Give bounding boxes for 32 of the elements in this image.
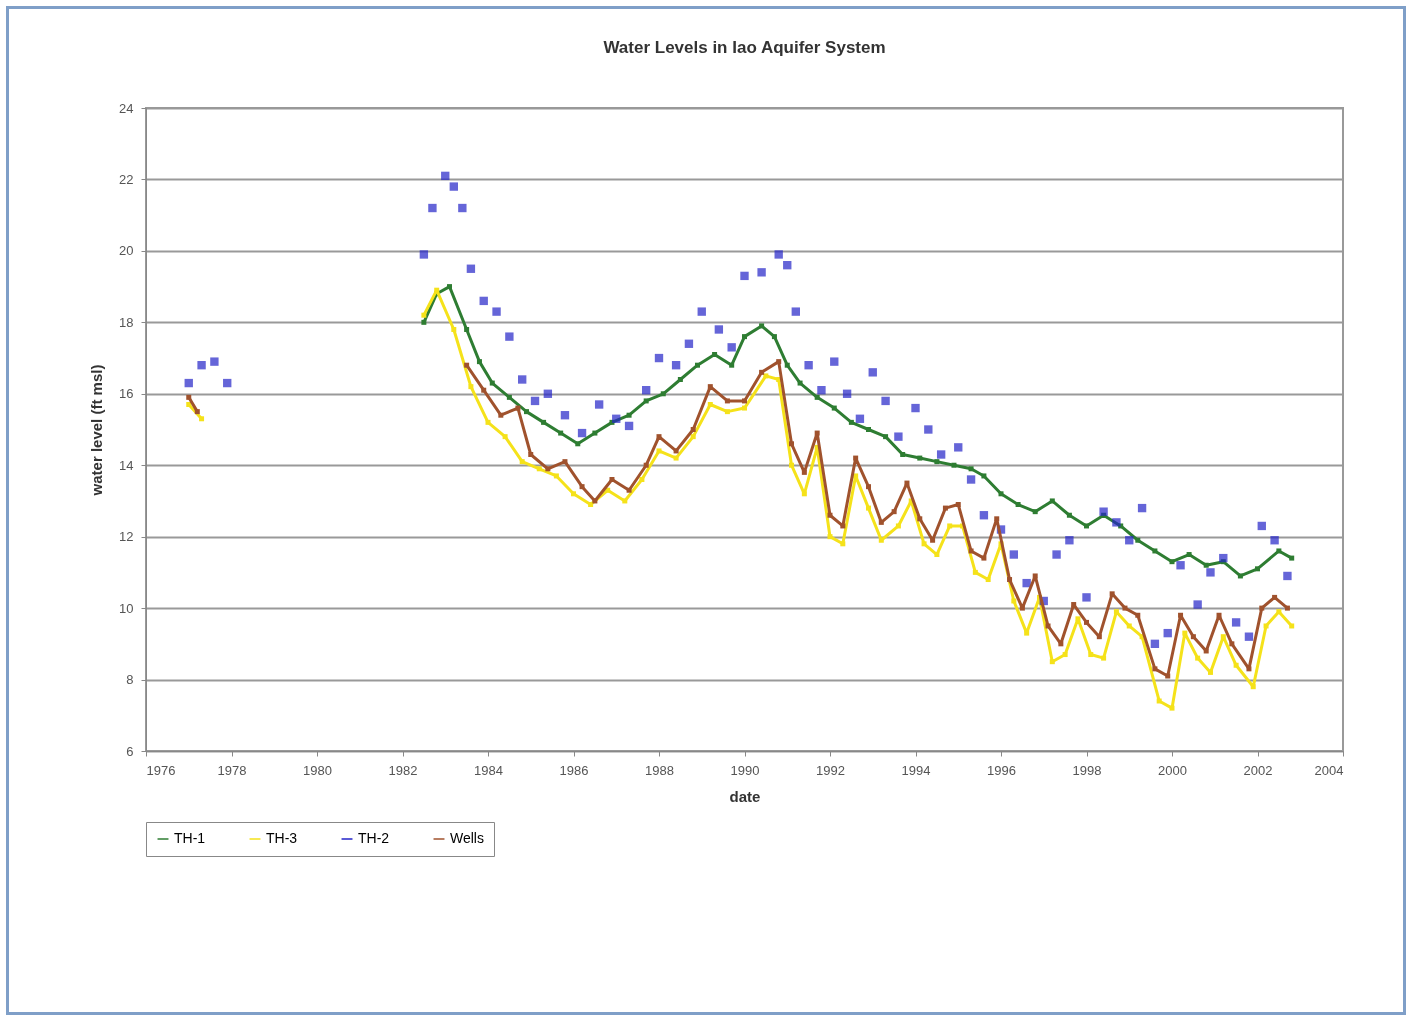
x-tick-label: 1980 (303, 762, 332, 778)
x-tick-label: 1994 (901, 762, 931, 778)
x-tick-label: 2004 (1314, 762, 1344, 778)
x-tick-label: 1986 (559, 762, 589, 778)
x-tick-label: 1982 (388, 762, 418, 778)
x-tick-label: 1984 (474, 762, 503, 778)
legend-label: Wells (450, 830, 484, 846)
y-tick-label: 10 (119, 600, 134, 616)
legend-label: TH-2 (358, 830, 390, 846)
x-tick-label: 1988 (645, 762, 674, 778)
y-tick-label: 6 (126, 743, 134, 759)
x-tick-label: 1998 (1072, 762, 1102, 778)
y-tick-label: 18 (119, 314, 134, 330)
y-tick-label: 14 (119, 457, 134, 473)
x-tick-label: 1996 (987, 762, 1016, 778)
x-tick-label: 2002 (1243, 762, 1273, 778)
x-tick-label: 1978 (217, 762, 247, 778)
y-axis-title: water level (ft msl) (88, 364, 106, 497)
y-tick-label: 16 (119, 386, 134, 402)
x-tick-label: 2000 (1158, 762, 1187, 778)
x-tick-label: 1976 (146, 762, 176, 778)
x-tick-label: 1990 (730, 762, 760, 778)
chart-title: Water Levels in Iao Aquifer System (603, 38, 886, 57)
y-tick-label: 22 (119, 171, 134, 187)
y-tick-label: 8 (126, 672, 134, 688)
x-tick-label: 1992 (816, 762, 845, 778)
y-tick-label: 24 (119, 100, 134, 116)
x-axis-title: date (729, 787, 761, 805)
y-tick-label: 20 (119, 243, 134, 259)
y-tick-label: 12 (119, 529, 134, 545)
legend-label: TH-3 (266, 830, 298, 846)
legend-label: TH-1 (174, 830, 206, 846)
